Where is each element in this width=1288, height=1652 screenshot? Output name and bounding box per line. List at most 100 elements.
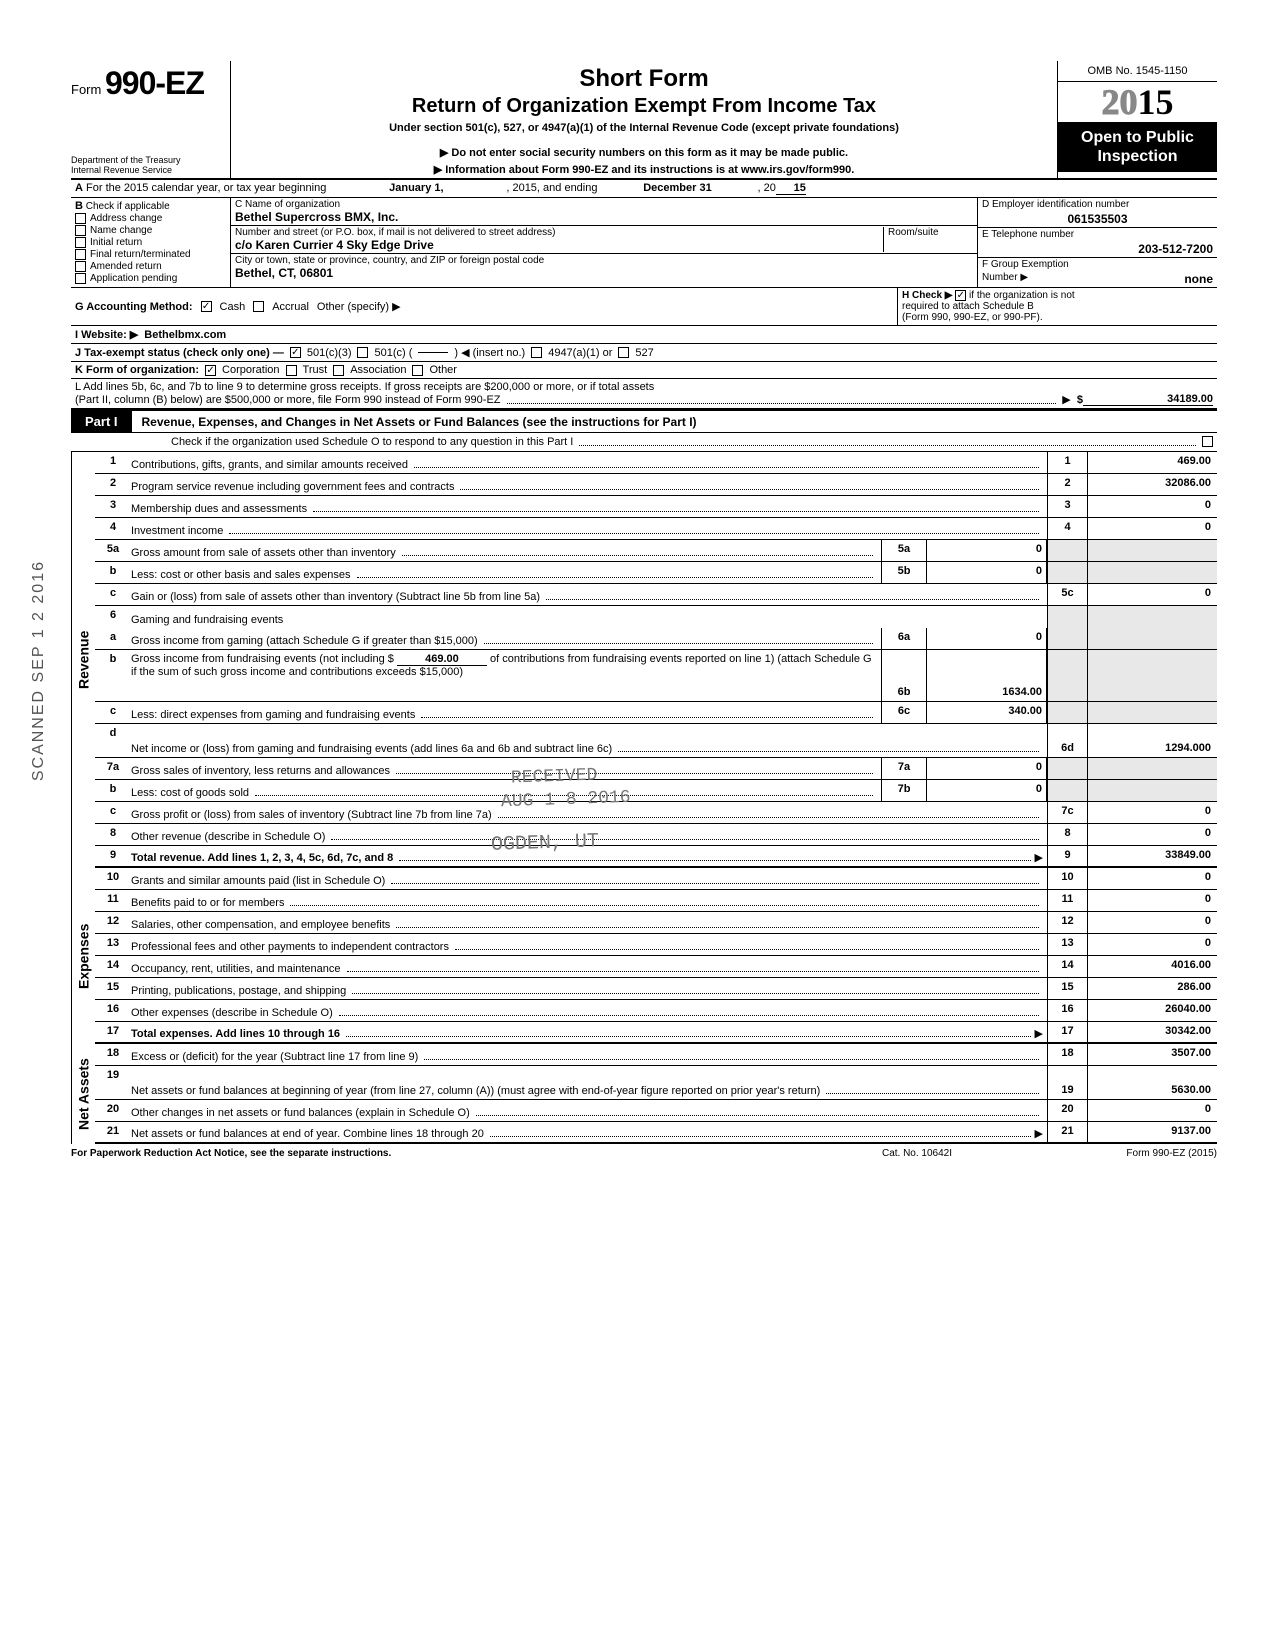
checkbox-icon[interactable]: [75, 273, 86, 284]
ln11-desc: Benefits paid to or for members: [131, 897, 284, 909]
checkbox-501c3-icon[interactable]: [290, 347, 301, 358]
ln17-rv: 30342.00: [1087, 1022, 1217, 1042]
form-number-cell: Form 990-EZ Department of the Treasury I…: [71, 61, 231, 178]
l-arrow: ▶: [1062, 393, 1070, 406]
ln5a-rn-grey: [1047, 540, 1087, 561]
l-text1: L Add lines 5b, 6c, and 7b to line 9 to …: [75, 381, 1213, 393]
city-cell: City or town, state or province, country…: [231, 254, 977, 281]
ln16-desc: Other expenses (describe in Schedule O): [131, 1007, 333, 1019]
ln7a-no: 7a: [95, 758, 131, 779]
ln5a-rv-grey: [1087, 540, 1217, 561]
line-6c: c Less: direct expenses from gaming and …: [95, 702, 1217, 724]
line-6b: b Gross income from fundraising events (…: [95, 650, 1217, 702]
checkbox-cash-icon[interactable]: [201, 301, 212, 312]
checkbox-icon[interactable]: [75, 213, 86, 224]
omb-number: OMB No. 1545-1150: [1058, 61, 1217, 82]
title-short-form: Short Form: [239, 65, 1049, 93]
ln16-rn: 16: [1047, 1000, 1087, 1021]
g-label: G Accounting Method:: [75, 301, 193, 313]
group-value: none: [1184, 272, 1213, 286]
h-text3: (Form 990, 990-EZ, or 990-PF).: [902, 312, 1043, 323]
h-text2: required to attach Schedule B: [902, 301, 1034, 312]
ln3-rv: 0: [1087, 496, 1217, 517]
row-a-label: A: [75, 182, 83, 195]
ln21-rv: 9137.00: [1087, 1122, 1217, 1142]
ln16-no: 16: [95, 1000, 131, 1021]
checkbox-corp-icon[interactable]: [205, 365, 216, 376]
i-value: Bethelbmx.com: [144, 329, 226, 341]
ln5b-desc: Less: cost or other basis and sales expe…: [131, 569, 351, 581]
chk-amended[interactable]: Amended return: [75, 261, 226, 272]
chk-pending[interactable]: Application pending: [75, 273, 226, 284]
ln10-no: 10: [95, 868, 131, 889]
k-trust: Trust: [303, 364, 328, 376]
checkbox-icon[interactable]: [75, 225, 86, 236]
col-c: C Name of organization Bethel Supercross…: [231, 198, 977, 287]
org-name-label: C Name of organization: [235, 199, 973, 210]
ln6b-rn-grey: [1047, 650, 1087, 701]
row-k: K Form of organization: Corporation Trus…: [71, 362, 1217, 379]
checkbox-501c-icon[interactable]: [357, 347, 368, 358]
ln5b-mv: 0: [927, 562, 1047, 583]
chk-name[interactable]: Name change: [75, 225, 226, 236]
checkbox-icon[interactable]: [75, 237, 86, 248]
group-label: F Group Exemption: [982, 259, 1213, 270]
chk-final-label: Final return/terminated: [90, 249, 191, 260]
checkbox-527-icon[interactable]: [618, 347, 629, 358]
line-5a: 5a Gross amount from sale of assets othe…: [95, 540, 1217, 562]
org-name-cell: C Name of organization Bethel Supercross…: [231, 198, 977, 226]
title-cell: Short Form Return of Organization Exempt…: [231, 61, 1057, 178]
checkbox-schedo-icon[interactable]: [1202, 436, 1213, 447]
ln8-desc: Other revenue (describe in Schedule O): [131, 831, 325, 843]
ln10-rn: 10: [1047, 868, 1087, 889]
ln6d-rv: 1294.000: [1087, 724, 1217, 757]
checkbox-accrual-icon[interactable]: [253, 301, 264, 312]
side-revenue: Revenue: [71, 452, 95, 868]
j-4947: 4947(a)(1) or: [548, 347, 612, 359]
j-501c3: 501(c)(3): [307, 347, 352, 359]
ln7a-rn-grey: [1047, 758, 1087, 779]
ln9-desc: Total revenue. Add lines 1, 2, 3, 4, 5c,…: [131, 852, 393, 864]
ln13-desc: Professional fees and other payments to …: [131, 941, 449, 953]
ln6a-mn: 6a: [881, 628, 927, 649]
ln6d-no: d: [95, 724, 131, 757]
chk-address[interactable]: Address change: [75, 213, 226, 224]
ln2-rn: 2: [1047, 474, 1087, 495]
chk-final[interactable]: Final return/terminated: [75, 249, 226, 260]
side-netassets: Net Assets: [71, 1044, 95, 1144]
phone-value: 203-512-7200: [982, 242, 1213, 256]
checkbox-4947-icon[interactable]: [531, 347, 542, 358]
ln9-rv: 33849.00: [1087, 846, 1217, 866]
l-text2: (Part II, column (B) below) are $500,000…: [75, 394, 501, 406]
line-5b: b Less: cost or other basis and sales ex…: [95, 562, 1217, 584]
ln1-rn: 1: [1047, 452, 1087, 473]
checkbox-icon[interactable]: [75, 249, 86, 260]
ln6c-rn-grey: [1047, 702, 1087, 723]
ln12-rv: 0: [1087, 912, 1217, 933]
arrow-ssn: ▶ Do not enter social security numbers o…: [239, 146, 1049, 159]
ln1-desc: Contributions, gifts, grants, and simila…: [131, 459, 408, 471]
open-line2: Inspection: [1060, 147, 1215, 166]
row-a-text1: For the 2015 calendar year, or tax year …: [86, 182, 326, 195]
arrow-info: ▶ Information about Form 990-EZ and its …: [239, 163, 1049, 176]
city-label: City or town, state or province, country…: [235, 255, 973, 266]
checkbox-assoc-icon[interactable]: [333, 365, 344, 376]
checkbox-trust-icon[interactable]: [286, 365, 297, 376]
g-other: Other (specify) ▶: [317, 300, 401, 313]
ln4-rn: 4: [1047, 518, 1087, 539]
line-1: 1 Contributions, gifts, grants, and simi…: [95, 452, 1217, 474]
ln15-desc: Printing, publications, postage, and shi…: [131, 985, 346, 997]
footer-right: Form 990-EZ (2015): [1017, 1148, 1217, 1159]
checkbox-other-icon[interactable]: [412, 365, 423, 376]
ln3-rn: 3: [1047, 496, 1087, 517]
chk-initial[interactable]: Initial return: [75, 237, 226, 248]
checkbox-icon[interactable]: [75, 261, 86, 272]
city-value: Bethel, CT, 06801: [235, 266, 973, 280]
ln1-no: 1: [95, 452, 131, 473]
line-10: 10 Grants and similar amounts paid (list…: [95, 868, 1217, 890]
checkbox-h-icon[interactable]: [955, 290, 966, 301]
k-corp: Corporation: [222, 364, 279, 376]
ln7a-desc: Gross sales of inventory, less returns a…: [131, 765, 390, 777]
scanned-stamp: SCANNED SEP 1 2 2016: [30, 560, 48, 781]
ln13-rn: 13: [1047, 934, 1087, 955]
